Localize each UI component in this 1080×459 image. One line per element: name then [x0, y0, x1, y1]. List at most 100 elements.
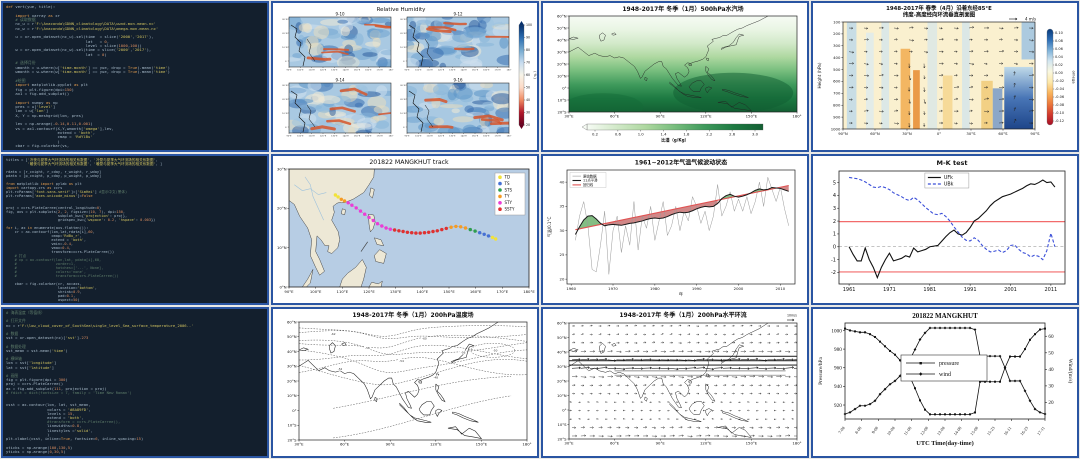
svg-text:1990: 1990	[692, 286, 702, 291]
svg-text:9-16: 9-16	[453, 78, 463, 83]
svg-text:年: 年	[679, 291, 683, 298]
svg-text:170°E: 170°E	[495, 69, 502, 71]
svg-text:UTC Time(day-time): UTC Time(day-time)	[916, 440, 973, 447]
svg-text:30°E: 30°E	[564, 114, 574, 119]
svg-text:90°E: 90°E	[405, 135, 411, 137]
svg-text:30°N: 30°N	[400, 19, 406, 21]
svg-text:-0.12: -0.12	[1055, 119, 1064, 123]
svg-text:1948-2017年 春季（4月）沿着东经85°E: 1948-2017年 春季（4月）沿着东经85°E	[886, 4, 992, 12]
svg-text:1961: 1961	[843, 287, 856, 293]
svg-text:100: 100	[833, 19, 841, 24]
svg-text:UBk: UBk	[944, 182, 954, 188]
svg-text:0°: 0°	[292, 408, 296, 413]
svg-text:7-08: 7-08	[837, 426, 846, 435]
chart-panel-relative-humidity: Relative Humidity 9-10 90°E 100°E 110°E 120°E…	[271, 1, 539, 152]
svg-text:3: 3	[833, 206, 836, 212]
svg-text:0°: 0°	[403, 61, 405, 63]
svg-text:原始数据: 原始数据	[583, 173, 597, 178]
svg-text:15-08: 15-08	[969, 426, 979, 437]
svg-text:-58: -58	[365, 346, 370, 350]
climate-fluctuation-chart: 1961~2012年气温气候波动状态 1960 1970 1980 1990 2000 20…	[546, 159, 796, 298]
svg-text:100°E: 100°E	[415, 69, 422, 71]
svg-text:120°E: 120°E	[320, 69, 327, 71]
svg-text:120°E: 120°E	[700, 441, 712, 446]
svg-text:90°N: 90°N	[838, 131, 848, 136]
svg-text:10°N: 10°N	[400, 113, 406, 115]
svg-text:10°N: 10°N	[400, 47, 406, 49]
svg-text:-0.08: -0.08	[1055, 103, 1064, 107]
svg-text:1960: 1960	[566, 286, 576, 291]
svg-text:30: 30	[560, 228, 565, 233]
svg-text:900: 900	[833, 114, 841, 119]
code-text-omega: def vert(yue, title): import xarray as x…	[6, 4, 170, 148]
svg-text:1970: 1970	[608, 286, 618, 291]
svg-text:170°E: 170°E	[495, 135, 502, 137]
svg-text:600: 600	[833, 79, 841, 84]
svg-text:201822 MANGKHUT: 201822 MANGKHUT	[912, 312, 978, 320]
svg-text:1948-2017年 冬季（1月）200hPa水平环流: 1948-2017年 冬季（1月）200hPa水平环流	[619, 311, 746, 319]
svg-text:5: 5	[833, 180, 836, 186]
svg-text:1991: 1991	[964, 287, 977, 293]
chart-panel-200hpa-temperature: 1948-2017年 冬季（1月）200hPa温度场 -62 -60 -58 -56 -5…	[271, 307, 539, 458]
svg-text:气温/0.1°C: 气温/0.1°C	[546, 217, 552, 238]
svg-text:100°E: 100°E	[415, 135, 422, 137]
svg-text:pressure: pressure	[939, 361, 959, 367]
svg-text:30: 30	[1048, 384, 1054, 390]
svg-text:TY: TY	[504, 194, 510, 199]
pressure-wind-chart: 201822 MANGKHUT 920 940 960 980 1000 20 30 40 50 6…	[818, 312, 1074, 447]
vertical-section-chart: 1948-2017年 春季（4月）沿着东经85°E纬度-高度经向环流垂直剖面图 1…	[817, 4, 1077, 136]
svg-text:0°N: 0°N	[279, 284, 286, 289]
svg-text:140°E: 140°E	[461, 69, 468, 71]
svg-text:40°N: 40°N	[557, 349, 567, 354]
svg-text:比湿（g/Kg）: 比湿（g/Kg）	[661, 137, 689, 144]
svg-text:110°E: 110°E	[309, 69, 316, 71]
svg-text:30°N: 30°N	[400, 85, 406, 87]
svg-text:3.0: 3.0	[752, 131, 759, 136]
svg-text:STY: STY	[505, 200, 513, 205]
svg-text:100°E: 100°E	[297, 69, 304, 71]
svg-text:1.8: 1.8	[683, 131, 690, 136]
svg-text:170°E: 170°E	[377, 135, 384, 137]
chart-panel-200hpa-circulation: 1948-2017年 冬季（1月）200hPa水平环流 10m/s 30°E 60°E…	[541, 307, 809, 458]
cell-code-corr: titles = ['冷夜与夏季大气环流场的相关系数图', '冷昼与夏季大气环流…	[0, 153, 270, 306]
svg-text:150°E: 150°E	[746, 114, 758, 119]
svg-text:0.6: 0.6	[615, 131, 622, 136]
svg-text:120°E: 120°E	[438, 135, 445, 137]
typhoon-track-chart: 201822 MANGKHUT track 90°E 100°E 110°E 120°E…	[277, 159, 535, 294]
svg-text:0.2: 0.2	[592, 131, 599, 136]
svg-text:150°E: 150°E	[472, 135, 479, 137]
svg-text:20: 20	[526, 123, 530, 127]
svg-text:90°E: 90°E	[656, 441, 666, 446]
svg-text:Height (hPa): Height (hPa)	[817, 62, 822, 88]
code-text-sst: # 海表温度（等值线） # 打开文件 nc = r'F:\low_cloud_c…	[6, 310, 194, 454]
svg-text:TD: TD	[504, 175, 511, 180]
svg-text:110°E: 110°E	[427, 135, 434, 137]
svg-text:130°E: 130°E	[390, 289, 402, 294]
svg-text:130°E: 130°E	[449, 135, 456, 137]
svg-text:16-11: 16-11	[1003, 426, 1013, 437]
svg-text:920: 920	[834, 403, 842, 409]
svg-text:10°N: 10°N	[557, 393, 567, 398]
svg-text:60°N: 60°N	[287, 319, 297, 324]
code-text-correlation: titles = ['冷夜与夏季大气环流场的相关系数图', '冷昼与夏季大气环流…	[6, 158, 163, 302]
svg-text:110°E: 110°E	[309, 135, 316, 137]
svg-text:180°: 180°	[506, 69, 511, 71]
svg-text:10°S: 10°S	[287, 423, 297, 428]
svg-text:纬度-高度经向环流垂直剖面图: 纬度-高度经向环流垂直剖面图	[903, 11, 976, 19]
relative-humidity-chart: Relative Humidity 9-10 90°E 100°E 110°E 120°E…	[282, 7, 537, 137]
svg-text:M-K test: M-K test	[937, 159, 968, 167]
svg-text:50: 50	[1048, 351, 1054, 357]
svg-text:30°N: 30°N	[287, 364, 297, 369]
svg-text:140°E: 140°E	[417, 289, 429, 294]
svg-text:70: 70	[526, 61, 530, 65]
cell-rh: Relative Humidity 9-10 90°E 100°E 110°E 120°E…	[270, 0, 540, 153]
svg-text:-0.02: -0.02	[1055, 79, 1064, 83]
svg-text:90°E: 90°E	[284, 289, 294, 294]
svg-text:0°: 0°	[562, 85, 566, 90]
svg-text:4 m/s: 4 m/s	[1025, 17, 1036, 22]
svg-text:-54: -54	[399, 359, 404, 363]
svg-text:10m/s: 10m/s	[787, 314, 797, 318]
svg-text:130°E: 130°E	[331, 69, 338, 71]
svg-text:10°N: 10°N	[277, 245, 287, 250]
svg-text:10°N: 10°N	[287, 393, 297, 398]
